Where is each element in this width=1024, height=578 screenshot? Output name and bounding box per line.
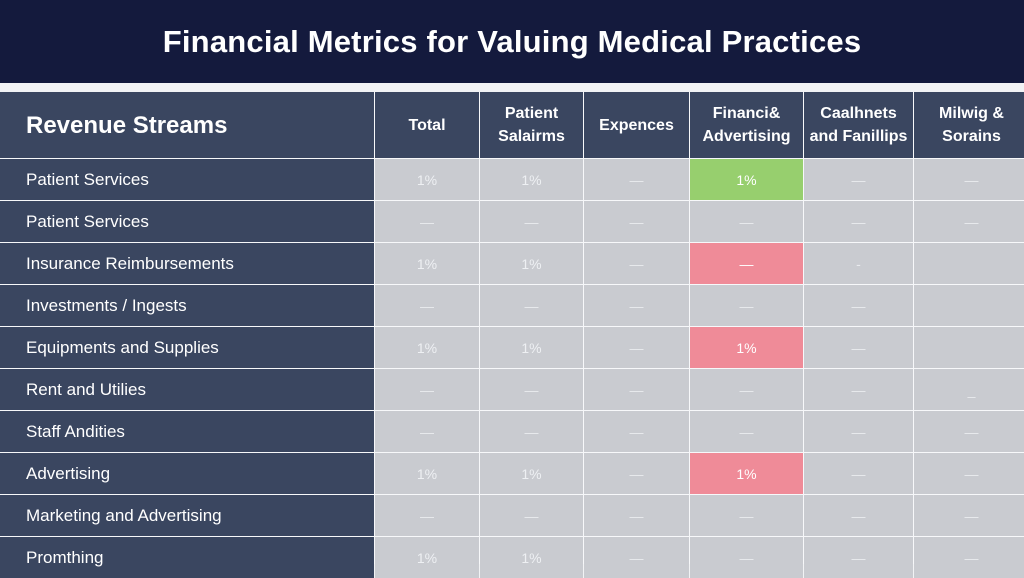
table-cell: 1%	[375, 453, 479, 494]
row-label: Patient Services	[0, 159, 374, 200]
column-header-milwig-sorains: Milwig & Sorains	[914, 92, 1024, 158]
table-cell: —	[804, 159, 913, 200]
table-cell: —	[584, 243, 689, 284]
table-cell: 1%	[690, 159, 803, 200]
table-cell: 1%	[375, 537, 479, 578]
table-cell: —	[690, 285, 803, 326]
table-cell	[914, 243, 1024, 284]
column-header-caalhnets: Caalhnets and Fanillips	[804, 92, 913, 158]
table-cell: _	[914, 369, 1024, 410]
table-cell: —	[480, 411, 583, 452]
table-cell: —	[375, 285, 479, 326]
table-cell: —	[914, 411, 1024, 452]
column-header-expences: Expences	[584, 92, 689, 158]
row-label: Promthing	[0, 537, 374, 578]
table-cell	[914, 285, 1024, 326]
table-cell: —	[914, 453, 1024, 494]
page-title: Financial Metrics for Valuing Medical Pr…	[162, 23, 862, 59]
table-cell: —	[804, 453, 913, 494]
title-banner: Financial Metrics for Valuing Medical Pr…	[0, 0, 1024, 83]
table-cell: —	[480, 369, 583, 410]
table-cell: —	[804, 369, 913, 410]
table-cell: —	[804, 285, 913, 326]
table-cell: 1%	[375, 159, 479, 200]
table-cell: —	[690, 537, 803, 578]
table-cell: 1%	[480, 453, 583, 494]
table-cell: —	[584, 201, 689, 242]
column-header-patient-salairms: Patient Salairms	[480, 92, 583, 158]
table-cell: —	[690, 411, 803, 452]
table-cell: —	[804, 327, 913, 368]
table-cell: 1%	[690, 453, 803, 494]
row-label: Investments / Ingests	[0, 285, 374, 326]
table-cell: —	[914, 201, 1024, 242]
row-label: Marketing and Advertising	[0, 495, 374, 536]
table-cell: 1%	[375, 243, 479, 284]
table-cell	[914, 327, 1024, 368]
table-cell: —	[690, 243, 803, 284]
table-cell: —	[375, 369, 479, 410]
table-cell: —	[914, 537, 1024, 578]
table-cell: —	[480, 285, 583, 326]
row-label: Rent and Utilies	[0, 369, 374, 410]
row-label: Staff Andities	[0, 411, 374, 452]
table-cell: -	[804, 243, 913, 284]
table-cell: —	[584, 327, 689, 368]
table-cell: —	[584, 411, 689, 452]
table-cell: —	[690, 369, 803, 410]
table-cell: —	[914, 159, 1024, 200]
column-header-revenue-streams: Revenue Streams	[0, 92, 374, 158]
row-label: Patient Services	[0, 201, 374, 242]
table-cell: —	[690, 201, 803, 242]
table-cell: —	[480, 495, 583, 536]
table-cell: —	[584, 537, 689, 578]
column-header-financi-advertising: Financi& Advertising	[690, 92, 803, 158]
row-label: Insurance Reimbursements	[0, 243, 374, 284]
table-cell: —	[584, 453, 689, 494]
table-cell: —	[690, 495, 803, 536]
row-label: Advertising	[0, 453, 374, 494]
metrics-table: Revenue Streams Total Patient Salairms E…	[0, 92, 1024, 578]
table-cell: 1%	[690, 327, 803, 368]
table-cell: —	[584, 495, 689, 536]
table-cell: —	[375, 411, 479, 452]
table-cell: —	[584, 369, 689, 410]
table-cell: —	[914, 495, 1024, 536]
table-cell: —	[480, 201, 583, 242]
column-header-total: Total	[375, 92, 479, 158]
table-cell: 1%	[375, 327, 479, 368]
table-cell: 1%	[480, 243, 583, 284]
table-cell: —	[804, 537, 913, 578]
table-cell: 1%	[480, 327, 583, 368]
table-cell: 1%	[480, 537, 583, 578]
table-cell: —	[584, 285, 689, 326]
table-cell: —	[375, 201, 479, 242]
table-cell: —	[804, 495, 913, 536]
table-cell: —	[375, 495, 479, 536]
row-label: Equipments and Supplies	[0, 327, 374, 368]
table-cell: —	[804, 201, 913, 242]
table-cell: 1%	[480, 159, 583, 200]
table-cell: —	[584, 159, 689, 200]
table-cell: —	[804, 411, 913, 452]
